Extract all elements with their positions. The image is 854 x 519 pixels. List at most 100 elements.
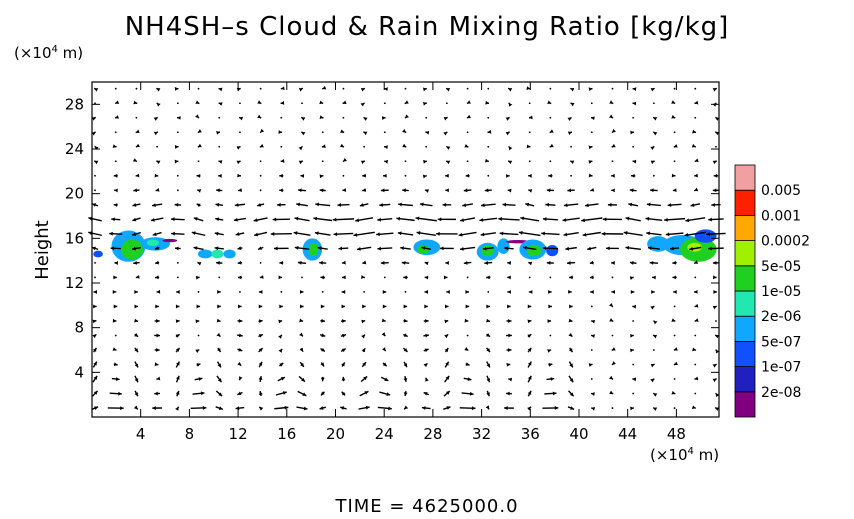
plot-frame — [91, 81, 720, 418]
wind-arrow-head — [547, 319, 552, 324]
wind-arrow-head — [623, 231, 628, 235]
wind-arrow-head — [423, 159, 427, 164]
wind-arrow-head — [319, 188, 324, 193]
wind-arrow-head — [437, 217, 442, 222]
y-tick-label: 4 — [74, 363, 84, 381]
wind-arrow-head — [446, 87, 451, 92]
wind-arrow-head — [237, 361, 242, 366]
wind-arrow-head — [301, 117, 306, 121]
wind-arrow-head — [403, 363, 407, 368]
wind-arrow-head — [320, 275, 325, 280]
wind-arrow-head — [218, 406, 223, 410]
wind-arrow-head — [155, 275, 159, 280]
wind-arrow-head — [362, 362, 366, 367]
wind-dot — [528, 160, 531, 163]
wind-arrow-head — [197, 261, 202, 266]
wind-arrow-head — [298, 188, 302, 193]
wind-arrow-head — [443, 131, 448, 136]
wind-dot — [280, 291, 283, 293]
wind-arrow-head — [650, 378, 655, 383]
wind-dot — [94, 102, 96, 105]
x-tick-label: 44 — [618, 425, 637, 443]
wind-arrow-head — [361, 348, 366, 353]
wind-arrow-head — [340, 129, 345, 133]
wind-arrow-head — [280, 86, 285, 91]
wind-arrow-head — [569, 392, 574, 397]
wind-dot — [590, 378, 593, 380]
wind-arrow-head — [651, 290, 655, 294]
wind-arrow-head — [88, 231, 93, 235]
wind-arrow-head — [278, 130, 283, 134]
wind-arrow-head — [218, 174, 222, 178]
wind-arrow-head — [504, 406, 508, 410]
wind-dot — [404, 87, 407, 90]
wind-arrow-head — [715, 131, 720, 136]
wind-arrow-head — [341, 290, 346, 294]
wind-arrow-head — [465, 362, 470, 366]
wind-arrow-head — [218, 102, 223, 106]
wind-arrow-head — [606, 246, 610, 251]
wind-arrow-head — [485, 100, 490, 105]
wind-arrow-head — [360, 160, 365, 165]
wind-dot — [197, 334, 200, 337]
wind-arrow-head — [446, 290, 450, 294]
wind-dot — [135, 116, 138, 119]
wind-arrow-head — [253, 218, 258, 222]
wind-arrow-head — [403, 275, 407, 280]
wind-dot — [342, 174, 345, 177]
wind-arrow-head — [175, 334, 180, 338]
wind-arrow-head — [156, 376, 161, 381]
wind-arrow-head — [650, 188, 654, 193]
wind-arrow-head — [609, 375, 613, 380]
wind-arrow-head — [238, 304, 242, 309]
wind-arrow-head — [671, 114, 676, 119]
wind-arrow-head — [278, 275, 283, 280]
wind-arrow-head — [155, 304, 159, 309]
wind-arrow-head — [195, 100, 200, 104]
wind-arrow-head — [193, 246, 198, 250]
wind-arrow-head — [272, 217, 277, 222]
wind-arrow-head — [486, 318, 491, 323]
wind-arrow-head — [235, 232, 240, 236]
wind-arrow-head — [629, 188, 634, 193]
wind-arrow-head — [611, 290, 615, 294]
wind-arrow-head — [300, 362, 304, 367]
wind-arrow-head — [712, 306, 717, 310]
wind-arrow-head — [499, 231, 504, 236]
wind-arrow-head — [650, 306, 655, 310]
wind-arrow-head — [154, 246, 159, 250]
wind-dot — [445, 102, 448, 105]
wind-arrow-head — [630, 333, 634, 338]
wind-arrow-head — [444, 304, 449, 309]
wind-arrow-head — [542, 217, 547, 221]
wind-dot — [632, 363, 635, 366]
wind-dot — [528, 276, 531, 279]
wind-arrow-head — [650, 88, 655, 92]
wind-arrow-head — [541, 231, 545, 236]
wind-arrow-head — [299, 318, 304, 323]
wind-dot — [487, 87, 490, 90]
wind-arrow-head — [507, 348, 512, 352]
wind-arrow — [518, 231, 541, 237]
x-tick-label: 28 — [423, 425, 442, 443]
wind-dot — [487, 291, 490, 293]
wind-arrow-head — [458, 232, 463, 237]
wind-dot — [259, 174, 262, 177]
wind-arrow-head — [94, 146, 99, 151]
colorbar-swatch — [734, 391, 756, 418]
wind-arrow-head — [239, 116, 244, 121]
wind-arrow-head — [667, 203, 672, 207]
y-axis: 4 8 12 16 20 24 28 — [65, 95, 719, 381]
wind-arrow-head — [601, 231, 606, 236]
wind-arrow — [684, 231, 707, 237]
wind-dot — [342, 116, 345, 119]
wind-arrow-head — [280, 101, 285, 105]
wind-arrow-head — [402, 128, 407, 133]
wind-arrow-head — [421, 246, 426, 251]
wind-arrow-head — [135, 129, 140, 134]
wind-arrow-head — [319, 406, 324, 410]
wind-arrow-head — [526, 86, 531, 90]
x-tick-label: 24 — [375, 425, 394, 443]
wind-arrow-head — [528, 115, 533, 120]
wind-arrow-head — [569, 275, 573, 280]
